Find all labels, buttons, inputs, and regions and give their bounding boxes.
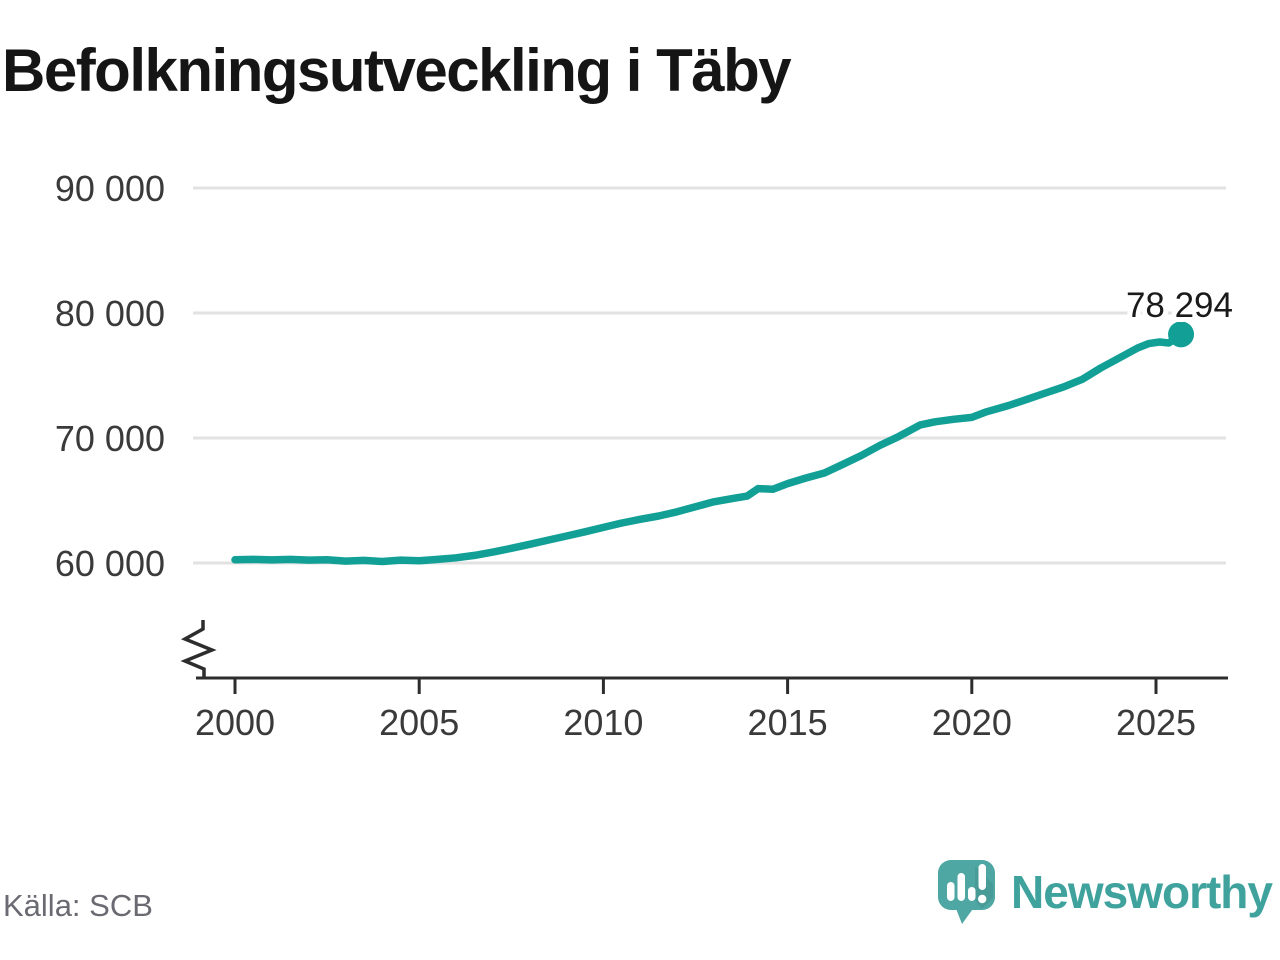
x-axis-tick-label: 2025 <box>1116 702 1196 743</box>
newsworthy-logo: Newsworthy <box>935 858 1273 926</box>
axis-break-icon <box>180 620 217 678</box>
source-caption: Källa: SCB <box>3 888 153 923</box>
chart-title: Befolkningsutveckling i Täby <box>2 37 792 104</box>
x-axis-tick-label: 2005 <box>379 702 459 743</box>
x-axis-tick-label: 2010 <box>563 702 643 743</box>
y-axis-tick-label: 90 000 <box>55 168 165 209</box>
y-axis-tick-label: 70 000 <box>55 418 165 459</box>
x-axis-tick-label: 2000 <box>195 702 275 743</box>
x-axis-tick-label: 2020 <box>932 702 1012 743</box>
y-axis-tick-label: 60 000 <box>55 543 165 584</box>
series-end-dot <box>1168 321 1195 348</box>
newsworthy-logo-text: Newsworthy <box>1011 866 1273 918</box>
x-axis-tick-label: 2015 <box>748 702 828 743</box>
newsworthy-logo-icon <box>938 860 996 924</box>
series-end-value-label: 78 294 <box>1126 286 1233 325</box>
population-line <box>231 330 1185 566</box>
y-axis-tick-label: 80 000 <box>55 293 165 334</box>
